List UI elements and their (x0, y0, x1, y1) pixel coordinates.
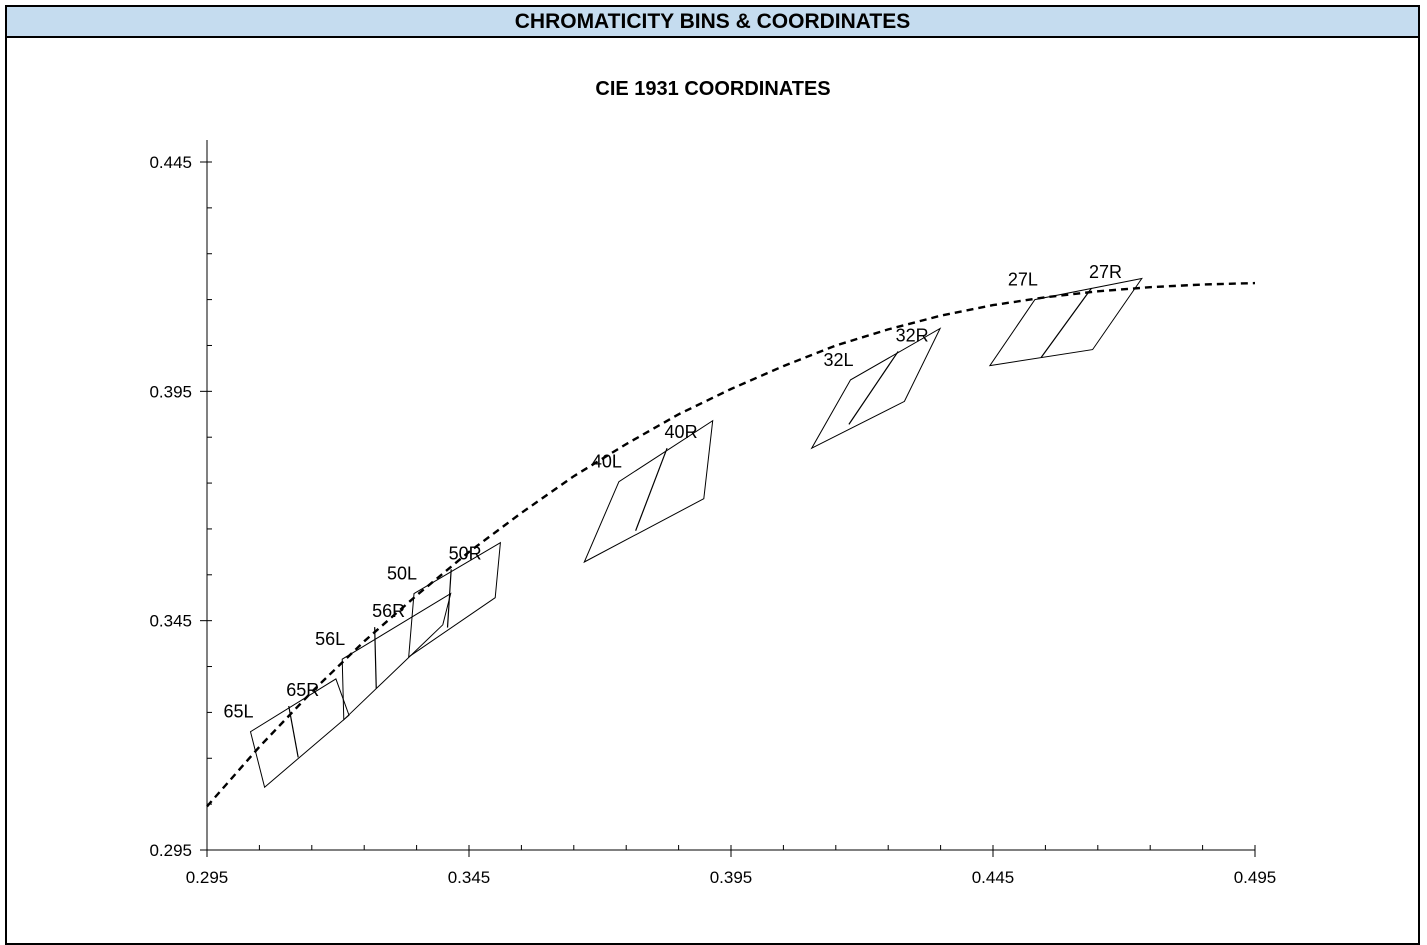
bin-quad (408, 541, 501, 658)
y-tick-label: 0.395 (149, 382, 192, 401)
bin-32: 32L 32R (810, 325, 942, 450)
bin-56: 56L 56R (315, 592, 452, 721)
bin-label-left: 27L (1008, 270, 1038, 290)
y-tick-label: 0.345 (149, 612, 192, 631)
y-tick-label: 0.445 (149, 153, 192, 172)
x-tick-label: 0.495 (1234, 868, 1277, 887)
bin-label-right: 32R (896, 325, 929, 345)
bin-label-left: 40L (592, 452, 622, 472)
bin-label-left: 50L (387, 564, 417, 584)
bin-quad (988, 277, 1143, 367)
bin-label-left: 65L (223, 702, 253, 722)
bin-50: 50L 50R (387, 541, 501, 658)
bin-divider (848, 351, 899, 425)
bin-quad (810, 327, 942, 450)
x-tick-label: 0.345 (448, 868, 491, 887)
panel-title: CHROMATICITY BINS & COORDINATES (514, 9, 911, 33)
bin-label-right: 56R (372, 601, 405, 621)
bin-label-right: 65R (286, 680, 319, 700)
blackbody-curve (206, 281, 1256, 808)
bins: 65L 65R 56L 56R 50L 50R 40L 40R 32L 32R 27L 27R (223, 262, 1143, 789)
bin-divider (1040, 287, 1092, 358)
curve-line (206, 281, 1256, 808)
bin-40: 40L 40R (583, 419, 714, 564)
panel-header: CHROMATICITY BINS & COORDINATES (7, 7, 1418, 38)
bin-label-right: 50R (449, 543, 482, 563)
bin-label-right: 27R (1089, 262, 1122, 282)
x-tick-label: 0.395 (710, 868, 753, 887)
bin-divider (635, 447, 668, 531)
bin-divider (374, 627, 377, 689)
bin-label-left: 32L (823, 350, 853, 370)
bin-divider (446, 569, 452, 628)
y-tick-label: 0.295 (149, 841, 192, 860)
bin-27: 27L 27R (988, 262, 1143, 367)
x-tick-label: 0.445 (972, 868, 1015, 887)
x-tick-label: 0.295 (186, 868, 229, 887)
bin-label-left: 56L (315, 629, 345, 649)
bin-65: 65L 65R (223, 678, 350, 789)
axes: 0.295 0.345 0.395 0.445 0.495 0.295 0.345 0.395… (149, 140, 1276, 887)
bin-quad (583, 419, 714, 564)
bin-label-right: 40R (665, 422, 698, 442)
chart-title: CIE 1931 COORDINATES (595, 78, 830, 100)
